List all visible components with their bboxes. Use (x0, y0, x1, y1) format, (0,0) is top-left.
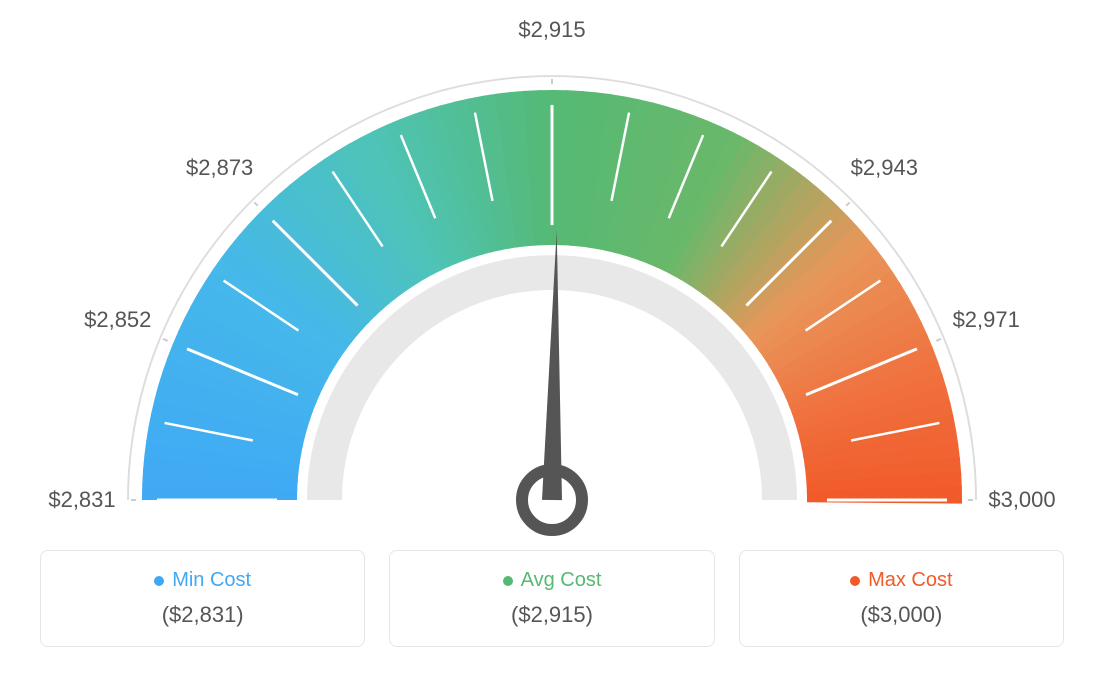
legend-value-min: ($2,831) (61, 602, 344, 628)
gauge-tick-label: $2,915 (518, 17, 585, 43)
legend-card-min: Min Cost ($2,831) (40, 550, 365, 647)
legend-avg-row: Avg Cost (410, 569, 693, 592)
legend-card-max: Max Cost ($3,000) (739, 550, 1064, 647)
gauge-tick-label: $2,873 (186, 155, 253, 181)
legend-row: Min Cost ($2,831) Avg Cost ($2,915) Max … (0, 550, 1104, 647)
gauge-tick-label: $2,943 (851, 155, 918, 181)
legend-value-max: ($3,000) (760, 602, 1043, 628)
legend-card-avg: Avg Cost ($2,915) (389, 550, 714, 647)
gauge-tick-label: $3,000 (988, 487, 1055, 513)
gauge-chart-container: $2,831 $2,852 $2,873 $2,915 $2,943 $2,971 $3,0… (0, 0, 1104, 690)
gauge-area: $2,831 $2,852 $2,873 $2,915 $2,943 $2,971 $3,0… (0, 0, 1104, 540)
legend-max-row: Max Cost (760, 569, 1043, 592)
legend-dot-min (154, 576, 164, 586)
gauge-tick-label: $2,971 (953, 307, 1020, 333)
legend-label-min: Min Cost (172, 569, 251, 592)
legend-label-max: Max Cost (868, 569, 952, 592)
gauge-svg (0, 0, 1104, 540)
legend-value-avg: ($2,915) (410, 602, 693, 628)
legend-dot-avg (503, 576, 513, 586)
gauge-tick-label: $2,831 (48, 487, 115, 513)
legend-label-avg: Avg Cost (521, 569, 602, 592)
legend-dot-max (850, 576, 860, 586)
gauge-tick-label: $2,852 (84, 307, 151, 333)
legend-min-row: Min Cost (61, 569, 344, 592)
